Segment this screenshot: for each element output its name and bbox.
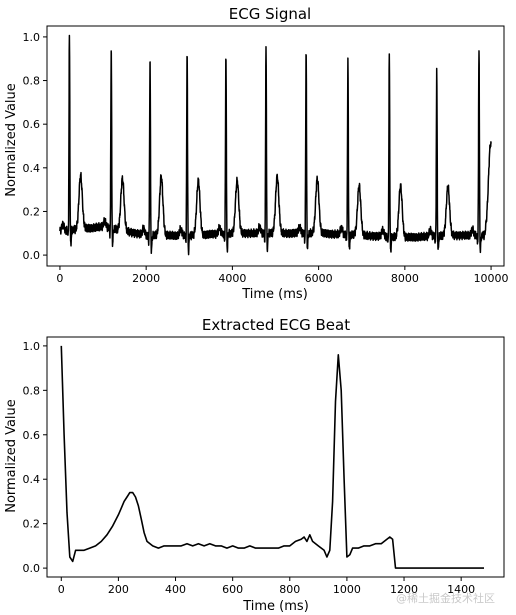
x-tick-label: 1000 (333, 583, 361, 596)
y-tick-label: 0.0 (23, 562, 41, 575)
y-tick-label: 0.6 (23, 429, 41, 442)
y-tick-label: 0.4 (23, 473, 41, 486)
chart-title: ECG Signal (229, 5, 311, 23)
x-tick-label: 200 (108, 583, 129, 596)
series-line (59, 34, 492, 256)
y-tick-label: 0.2 (23, 205, 41, 218)
x-axis-label: Time (ms) (241, 287, 308, 302)
y-tick-label: 0.8 (23, 75, 41, 88)
y-axis: 0.0 0.2 0.4 0.6 0.8 1.0 (23, 31, 47, 262)
y-axis-label: Normalized Value (4, 83, 19, 197)
y-axis: 0.0 0.2 0.4 0.6 0.8 1.0 (23, 340, 47, 575)
y-tick-label: 0.0 (23, 249, 41, 262)
x-tick-label: 400 (165, 583, 186, 596)
x-axis: 0 200 400 600 800 1000 1200 1400 (58, 577, 475, 596)
y-axis-label: Normalized Value (4, 399, 19, 513)
x-axis-label: Time (ms) (242, 599, 309, 614)
y-tick-label: 0.6 (23, 118, 41, 131)
y-tick-label: 0.8 (23, 384, 41, 397)
x-tick-label: 800 (279, 583, 300, 596)
ecg-signal-chart: ECG Signal 0 2000 4000 6000 8000 10000 0.0 0.2… (4, 5, 509, 302)
plot-area (46, 336, 505, 578)
chart-title: Extracted ECG Beat (202, 316, 350, 334)
watermark: @稀土掘金技术社区 (396, 592, 495, 605)
plot-frame (46, 25, 505, 267)
x-tick-label: 1400 (447, 583, 475, 596)
y-tick-label: 1.0 (23, 340, 41, 353)
x-axis: 0 2000 4000 6000 8000 10000 (56, 266, 509, 285)
x-tick-label: 600 (222, 583, 243, 596)
x-tick-label: 0 (58, 583, 65, 596)
x-tick-label: 6000 (305, 272, 333, 285)
plot-area (46, 25, 505, 267)
x-tick-label: 2000 (132, 272, 160, 285)
y-tick-label: 1.0 (23, 31, 41, 44)
y-tick-label: 0.2 (23, 518, 41, 531)
plot-frame (46, 336, 505, 578)
y-tick-label: 0.4 (23, 162, 41, 175)
x-tick-label: 1200 (390, 583, 418, 596)
x-tick-label: 10000 (474, 272, 509, 285)
series-line (60, 345, 484, 569)
x-tick-label: 4000 (218, 272, 246, 285)
extracted-beat-chart: Extracted ECG Beat 0 200 400 600 800 1000 1200… (4, 316, 505, 614)
x-tick-label: 0 (56, 272, 63, 285)
x-tick-label: 8000 (391, 272, 419, 285)
